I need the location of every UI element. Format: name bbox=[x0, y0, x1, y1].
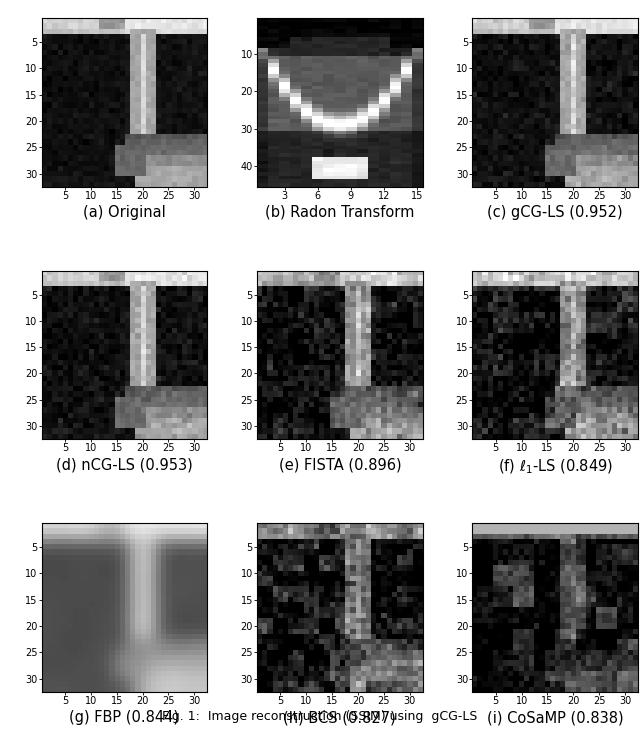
X-axis label: (h) BCS (0.827): (h) BCS (0.827) bbox=[284, 710, 396, 725]
X-axis label: (a) Original: (a) Original bbox=[83, 205, 166, 220]
X-axis label: (e) FISTA (0.896): (e) FISTA (0.896) bbox=[278, 458, 401, 473]
X-axis label: (d) nCG-LS (0.953): (d) nCG-LS (0.953) bbox=[56, 458, 193, 473]
X-axis label: (c) gCG-LS (0.952): (c) gCG-LS (0.952) bbox=[488, 205, 623, 220]
X-axis label: (i) CoSaMP (0.838): (i) CoSaMP (0.838) bbox=[487, 710, 623, 725]
Text: Fig. 1:  Image reconstruction (SSIM) using  gCG-LS: Fig. 1: Image reconstruction (SSIM) usin… bbox=[163, 710, 477, 723]
X-axis label: (f) $\ell_1$-LS (0.849): (f) $\ell_1$-LS (0.849) bbox=[498, 458, 613, 476]
X-axis label: (g) FBP (0.844): (g) FBP (0.844) bbox=[70, 710, 179, 725]
X-axis label: (b) Radon Transform: (b) Radon Transform bbox=[265, 205, 415, 220]
